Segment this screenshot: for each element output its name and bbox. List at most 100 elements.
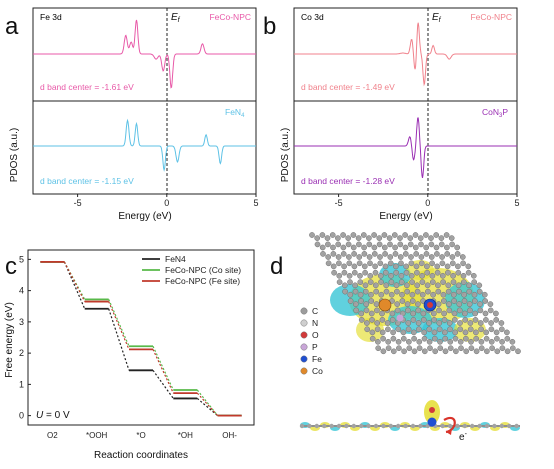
carbon-atom <box>368 298 375 304</box>
connector <box>108 299 130 347</box>
connector <box>108 301 130 350</box>
bond <box>360 281 366 286</box>
bond <box>421 262 428 267</box>
xtick-label: 5 <box>253 198 258 208</box>
bond <box>338 262 345 267</box>
bond <box>496 338 503 343</box>
bond <box>490 310 497 314</box>
bond <box>369 262 376 267</box>
side-atom <box>507 423 512 429</box>
carbon-atom <box>465 269 472 276</box>
carbon-atom <box>428 254 435 260</box>
panel-b-bottom-pdos-curve <box>294 117 517 179</box>
bond <box>371 300 377 305</box>
carbon-atom <box>419 272 425 279</box>
panel-b-xticks: -5 0 5 <box>335 194 520 208</box>
bond <box>444 319 450 324</box>
xtick-label: 0 <box>425 198 430 208</box>
carbon-atom <box>493 329 500 336</box>
carbon-atom <box>430 291 436 298</box>
side-atom <box>462 423 467 429</box>
bond <box>373 234 380 239</box>
carbon-atom <box>362 282 369 289</box>
carbon-atom <box>363 301 370 307</box>
bond <box>474 300 481 305</box>
bond <box>462 262 469 267</box>
side-atom <box>447 423 453 429</box>
bond <box>372 338 379 343</box>
carbon-atom <box>442 348 449 355</box>
carbon-atom <box>438 235 445 241</box>
carbon-atom <box>397 241 404 248</box>
carbon-atom <box>484 348 490 355</box>
bond <box>354 272 361 277</box>
carbon-atom <box>397 254 404 260</box>
legend-atom-swatch <box>300 331 308 339</box>
carbon-atom <box>467 307 473 314</box>
bond <box>343 253 350 258</box>
bond <box>396 291 403 295</box>
panel-a-fermi-label: Ef <box>171 12 181 24</box>
carbon-atom <box>377 260 384 267</box>
carbon-atom <box>404 301 411 307</box>
legend-label: FeN4 <box>165 254 186 264</box>
carbon-atom <box>478 345 485 352</box>
carbon-atom <box>477 320 484 326</box>
bond <box>434 338 441 343</box>
side-atom <box>299 423 305 429</box>
bond <box>332 234 339 239</box>
carbon-atom <box>363 307 370 314</box>
legend-atom-swatch <box>300 343 308 351</box>
bond <box>353 234 359 239</box>
carbon-atom <box>336 272 343 279</box>
carbon-atom <box>473 348 480 355</box>
bond <box>387 310 393 314</box>
bond <box>317 244 323 248</box>
carbon-atom <box>471 291 478 298</box>
bond <box>450 347 457 352</box>
carbon-atom <box>439 260 446 267</box>
carbon-atom <box>383 282 390 289</box>
bond <box>453 300 460 305</box>
panel-a-top-dband: d band center = -1.61 eV <box>40 82 134 92</box>
bond <box>429 328 435 333</box>
bond <box>344 291 351 295</box>
bond <box>418 310 424 314</box>
panel-b-top-pdos-curve <box>294 22 517 87</box>
bond <box>443 300 450 305</box>
panel-c: c Free energy (eV) 0 1 2 3 4 5 O2 *OOH *O *OH OH-… <box>4 249 255 461</box>
connector <box>152 349 174 394</box>
bond <box>384 234 390 239</box>
bond <box>374 253 381 258</box>
carbon-atom <box>465 263 472 270</box>
panel-b-letter: b <box>263 13 276 40</box>
bond <box>473 281 480 286</box>
side-iron-atom <box>427 417 437 427</box>
bond <box>412 300 419 305</box>
carbon-atom <box>419 279 426 285</box>
carbon-atom <box>398 272 405 279</box>
carbon-atom <box>436 320 443 326</box>
carbon-atom <box>352 282 358 289</box>
carbon-atom <box>466 301 473 307</box>
panel-b-fermi-label: Ef <box>432 12 442 24</box>
panel-c-frame <box>27 249 255 426</box>
carbon-atom <box>444 263 451 270</box>
bond <box>418 328 425 333</box>
carbon-atom <box>445 269 451 276</box>
carbon-atom <box>476 282 483 289</box>
bond <box>348 244 354 248</box>
bond <box>437 272 443 277</box>
legend-atom-swatch <box>300 367 308 375</box>
bond <box>390 262 397 267</box>
bond <box>446 234 452 239</box>
carbon-atom <box>410 317 417 323</box>
bond <box>376 310 383 314</box>
carbon-atom <box>377 272 384 279</box>
ytick-label: 1 <box>19 379 24 389</box>
side-atom <box>514 423 519 429</box>
carbon-atom <box>340 251 347 257</box>
side-atom <box>477 423 482 429</box>
bond <box>413 338 420 343</box>
carbon-atom <box>493 317 500 323</box>
